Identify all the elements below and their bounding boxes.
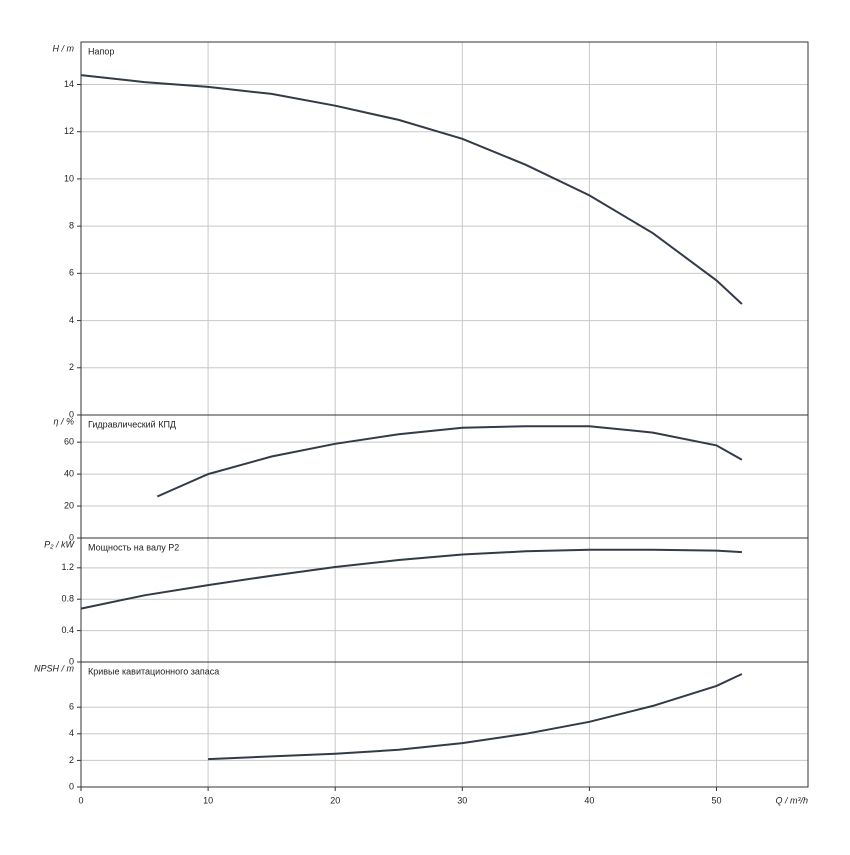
y-tick-label: 4 (69, 728, 74, 738)
plot-frame (80, 661, 809, 788)
y-tick-label: 6 (69, 702, 74, 712)
y-tick-label: 2 (69, 362, 74, 372)
x-axis-label: Q / m³/h (775, 795, 808, 805)
y-tick-label: 6 (69, 268, 74, 278)
x-tick-label: 40 (584, 795, 594, 805)
y-tick-label: 0.4 (61, 625, 74, 635)
panel-title: Кривые кавитационного запаса (88, 666, 219, 676)
y-tick-label: 2 (69, 755, 74, 765)
curve (80, 548, 742, 610)
x-tick-label: 10 (203, 795, 213, 805)
x-tick-label: 50 (711, 795, 721, 805)
y-axis-label: H / m (53, 43, 75, 53)
y-tick-label: 8 (69, 221, 74, 231)
plot-frame (80, 414, 809, 539)
y-axis-label: NPSH / m (34, 663, 75, 673)
curve (80, 74, 743, 305)
y-axis-label: P₂ / kW (44, 539, 75, 549)
curve (208, 673, 743, 761)
x-tick-label: 0 (78, 795, 83, 805)
x-tick-label: 30 (457, 795, 467, 805)
y-tick-label: 4 (69, 315, 74, 325)
panel-title: Мощность на валу P2 (88, 542, 179, 552)
panel-title: Напор (88, 46, 114, 56)
y-tick-label: 0 (69, 409, 74, 419)
x-tick-label: 20 (330, 795, 340, 805)
y-tick-label: 12 (64, 126, 74, 136)
y-tick-label: 0 (69, 781, 74, 791)
y-tick-label: 0 (69, 656, 74, 666)
y-tick-label: 0 (69, 532, 74, 542)
plot-frame (80, 41, 809, 416)
y-tick-label: 40 (64, 468, 74, 478)
y-tick-label: 14 (64, 79, 74, 89)
panel-title: Гидравлический КПД (88, 419, 176, 429)
y-tick-label: 60 (64, 437, 74, 447)
y-axis-label: η / % (53, 416, 74, 426)
y-tick-label: 10 (64, 173, 74, 183)
y-tick-label: 20 (64, 500, 74, 510)
y-tick-label: 0.8 (61, 594, 74, 604)
y-tick-label: 1.2 (61, 562, 74, 572)
curve (156, 425, 743, 498)
